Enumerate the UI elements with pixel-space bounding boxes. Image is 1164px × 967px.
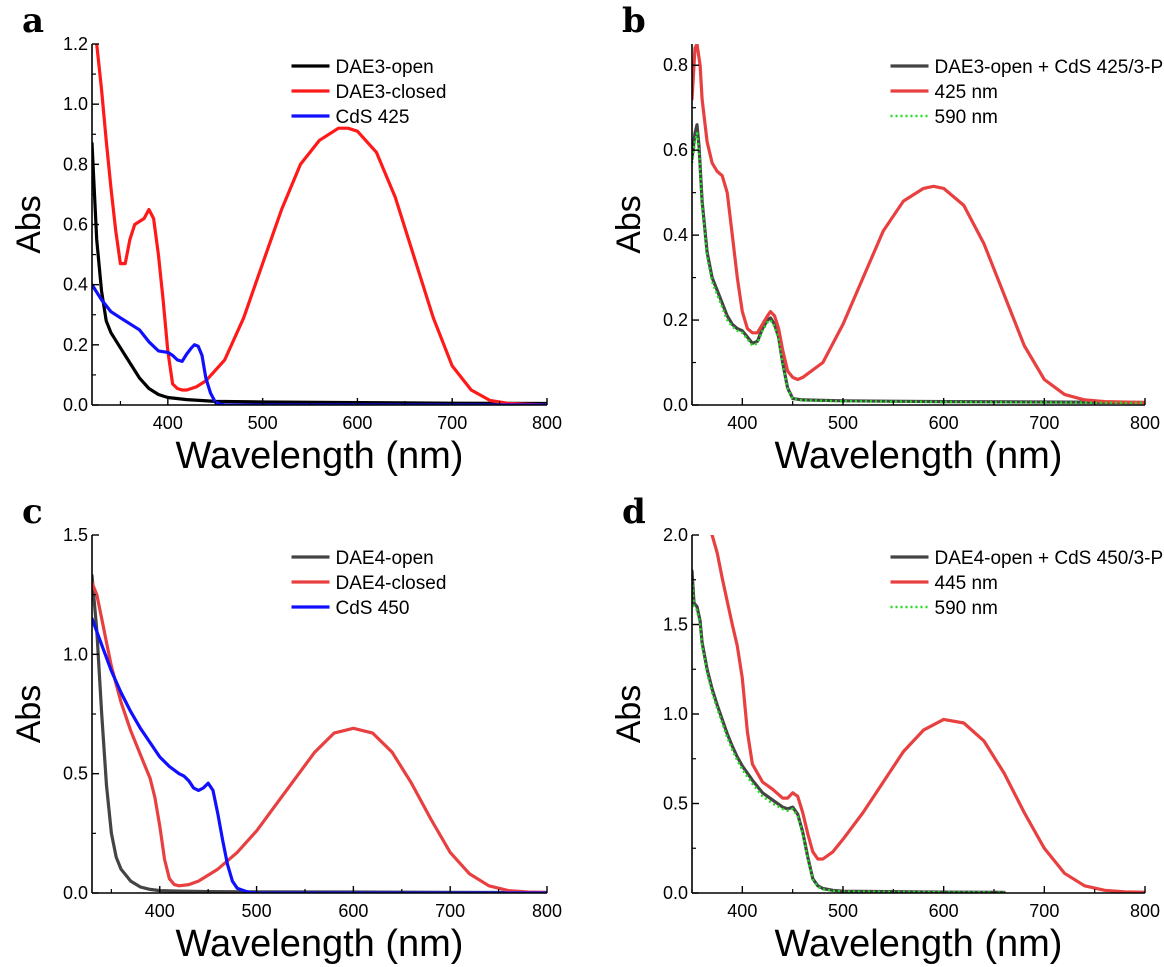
series-line-1: [92, 581, 547, 893]
legend-label: DAE3-closed: [336, 82, 447, 103]
y-tick-label: 1.5: [663, 615, 688, 635]
panel-letter: b: [622, 1, 646, 41]
x-tick-label: 800: [532, 901, 562, 921]
series-line-1: [692, 44, 1145, 405]
series-line-0: [692, 569, 1006, 893]
panel-b: b 400 500 600 700 800 0.0 0.2 0.4 0.6 0.8 Wavelengt…: [610, 1, 1164, 477]
legend-label: 590 nm: [935, 598, 998, 619]
x-tick-label: 400: [145, 901, 175, 921]
series-line-2: [92, 283, 547, 405]
y-tick-label: 0.0: [663, 395, 688, 415]
legend-label: DAE3-open + CdS 425/3-PCA: [935, 57, 1164, 78]
x-axis-title: Wavelength (nm): [775, 923, 1063, 965]
legend: DAE3-open DAE3-closed CdS 425: [291, 57, 447, 128]
x-tick-label: 600: [929, 413, 959, 433]
x-tick-label: 500: [828, 413, 858, 433]
x-tick-label: 400: [727, 413, 757, 433]
y-tick-label: 0.4: [63, 275, 88, 295]
series-line-2: [692, 131, 1145, 405]
y-tick-label: 2.0: [663, 525, 688, 545]
x-tick-label: 800: [532, 413, 562, 433]
x-tick-label: 400: [727, 901, 757, 921]
x-tick-label: 600: [929, 901, 959, 921]
legend-label: 590 nm: [935, 107, 998, 128]
y-tick-label: 0.2: [63, 335, 88, 355]
series-group: [692, 44, 1145, 405]
x-tick-label: 700: [1029, 413, 1059, 433]
y-tick-label: 0.0: [63, 883, 88, 903]
series-line-2: [92, 616, 547, 893]
legend-label: CdS 450: [336, 598, 410, 619]
x-axis-title: Wavelength (nm): [176, 923, 464, 965]
y-tick-label: 0.2: [663, 310, 688, 330]
y-tick-label: 0.8: [663, 55, 688, 75]
legend-label: DAE4-open + CdS 450/3-PCA: [935, 548, 1164, 569]
x-tick-label: 700: [1029, 901, 1059, 921]
x-tick-label: 700: [435, 901, 465, 921]
legend-label: 425 nm: [935, 82, 998, 103]
legend-label: CdS 425: [336, 107, 410, 128]
y-tick-label: 1.0: [663, 704, 688, 724]
legend-label: DAE4-closed: [336, 573, 447, 594]
y-tick-label: 1.2: [63, 34, 88, 54]
x-axis-title: Wavelength (nm): [775, 435, 1063, 477]
y-tick-label: 0.6: [663, 140, 688, 160]
series-line-2: [692, 579, 1005, 893]
series-group: [692, 535, 1145, 893]
panel-letter: a: [22, 1, 44, 41]
y-axis-title: Abs: [610, 195, 648, 254]
x-tick-label: 500: [828, 901, 858, 921]
y-tick-label: 1.0: [63, 94, 88, 114]
y-tick-label: 0.6: [63, 215, 88, 235]
legend-label: DAE3-open: [336, 57, 434, 78]
y-axis-title: Abs: [610, 685, 648, 744]
y-tick-label: 0.4: [663, 225, 688, 245]
y-tick-label: 1.0: [63, 644, 88, 664]
y-tick-label: 0.5: [63, 764, 88, 784]
legend: DAE4-open DAE4-closed CdS 450: [291, 548, 447, 619]
series-group: [92, 44, 547, 405]
panel-c: c 400 500 600 700 800 0.0 0.5 1.0 1.5 Wavelength (…: [10, 492, 562, 965]
x-tick-label: 500: [248, 413, 278, 433]
y-tick-label: 1.5: [63, 525, 88, 545]
x-tick-label: 800: [1130, 413, 1160, 433]
y-axis-title: Abs: [10, 685, 48, 744]
x-tick-label: 700: [437, 413, 467, 433]
x-tick-label: 800: [1130, 901, 1160, 921]
series-line-0: [92, 141, 547, 405]
x-tick-label: 600: [338, 901, 368, 921]
x-axis-title: Wavelength (nm): [176, 435, 464, 477]
panel-d: d 400 500 600 700 800 0.0 0.5 1.0 1.5 2.0 Wavelengt…: [610, 492, 1164, 965]
legend: DAE3-open + CdS 425/3-PCA 425 nm 590 nm: [890, 57, 1164, 128]
y-axis-title: Abs: [10, 195, 48, 254]
x-tick-label: 400: [153, 413, 183, 433]
x-tick-label: 500: [242, 901, 272, 921]
series-group: [92, 574, 547, 893]
series-line-1: [710, 535, 1145, 893]
legend-label: DAE4-open: [336, 548, 434, 569]
legend: DAE4-open + CdS 450/3-PCA 445 nm 590 nm: [890, 548, 1164, 619]
panel-a: a 400 500 600 700 800 0.0 0.2 0.4 0.6 0.8 1.0 1.2 Wav…: [10, 1, 562, 477]
panel-letter: d: [622, 492, 646, 532]
y-tick-label: 0.0: [663, 883, 688, 903]
legend-label: 445 nm: [935, 573, 998, 594]
x-tick-label: 600: [342, 413, 372, 433]
series-line-1: [95, 44, 547, 405]
y-tick-label: 0.8: [63, 154, 88, 174]
series-line-0: [692, 123, 1145, 405]
y-tick-label: 0.5: [663, 794, 688, 814]
y-tick-label: 0.0: [63, 395, 88, 415]
series-line-0: [92, 574, 547, 893]
panel-letter: c: [22, 492, 43, 532]
